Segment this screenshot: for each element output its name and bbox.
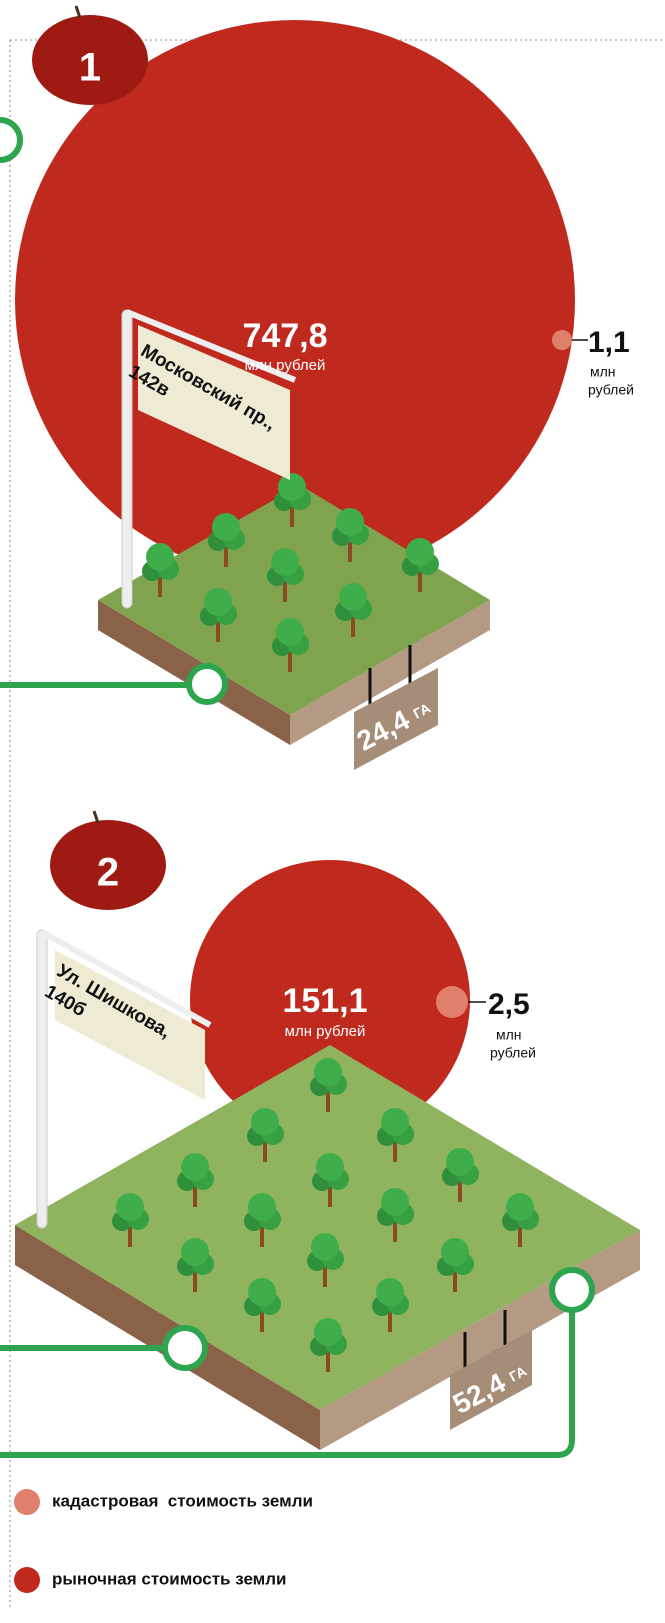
cadastral-value: 2,5 xyxy=(488,988,530,1021)
cadastral-unit: млн xyxy=(590,364,616,380)
cadastral-unit: рублей xyxy=(490,1045,536,1061)
market-unit: млн рублей xyxy=(245,357,326,374)
infographic: Московский пр., 142в 747,8 млн рублей 1,… xyxy=(0,0,665,1623)
market-value: 151,1 xyxy=(282,982,367,1020)
cadastral-circle xyxy=(552,330,572,350)
cadastral-unit: рублей xyxy=(588,382,634,398)
connector xyxy=(552,1270,592,1310)
connector xyxy=(165,1328,205,1368)
market-value: 747,8 xyxy=(242,317,327,355)
cadastral-circle xyxy=(436,986,468,1018)
item-number: 1 xyxy=(79,46,101,90)
legend-swatch xyxy=(14,1567,40,1593)
cadastral-value: 1,1 xyxy=(588,326,630,359)
apple: 1 xyxy=(32,6,148,105)
apple: 2 xyxy=(50,811,166,910)
market-unit: млн рублей xyxy=(285,1023,366,1040)
connector xyxy=(0,120,20,160)
item-number: 2 xyxy=(97,851,119,895)
land-plot xyxy=(15,1045,640,1450)
legend-label: кадастровая стоимость земли xyxy=(52,1491,313,1510)
legend-swatch xyxy=(14,1489,40,1515)
connector xyxy=(189,666,225,702)
cadastral-unit: млн xyxy=(496,1027,522,1043)
legend-label: рыночная стоимость земли xyxy=(52,1569,287,1588)
